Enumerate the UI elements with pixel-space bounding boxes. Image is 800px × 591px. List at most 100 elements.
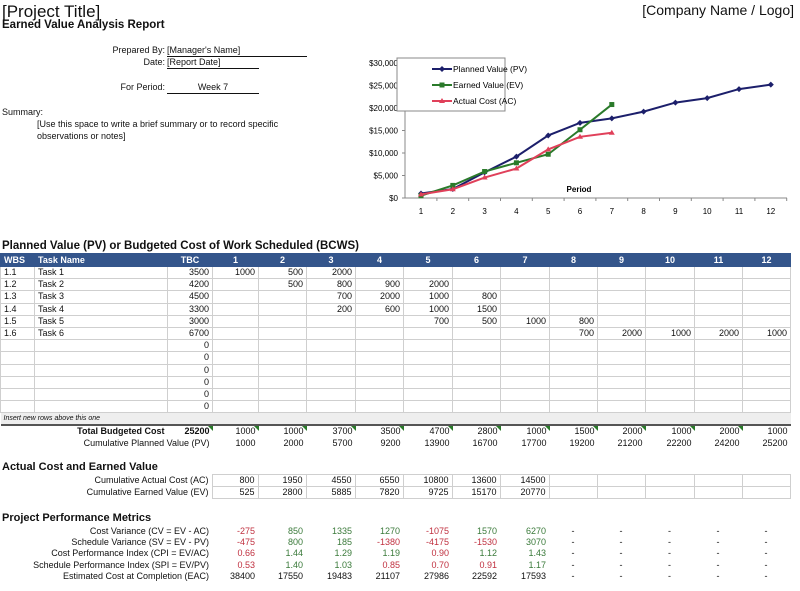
period-2-cell[interactable]: 2800: [257, 486, 307, 500]
task-name-cell[interactable]: Task 4: [34, 302, 168, 316]
period-6-cell[interactable]: [452, 278, 501, 292]
period-11-cell[interactable]: [694, 387, 743, 402]
period-6-cell[interactable]: [452, 387, 501, 402]
period-8-cell[interactable]: [549, 375, 598, 389]
period-11-cell[interactable]: [694, 265, 743, 280]
period-1-cell[interactable]: [212, 326, 259, 341]
period-9-cell[interactable]: [597, 375, 646, 389]
period-4-cell[interactable]: 6550: [354, 473, 404, 488]
period-3-cell[interactable]: [306, 375, 356, 389]
period-11-cell[interactable]: [694, 375, 743, 389]
period-3-cell[interactable]: 4550: [305, 473, 356, 488]
period-5-cell[interactable]: [403, 265, 453, 280]
tbc-cell[interactable]: 3300: [167, 302, 213, 316]
period-7-cell[interactable]: [500, 265, 550, 280]
period-9-cell[interactable]: [597, 278, 646, 292]
period-8-cell[interactable]: 700: [549, 326, 598, 341]
period-5-cell[interactable]: 9725: [402, 486, 453, 500]
tbc-cell[interactable]: 0: [167, 375, 213, 389]
period-11-cell[interactable]: [693, 486, 743, 500]
period-6-cell[interactable]: 13600: [451, 473, 501, 488]
period-12-cell[interactable]: [741, 473, 791, 488]
wbs-cell[interactable]: 1.1: [0, 265, 35, 280]
period-2-cell[interactable]: 500: [258, 265, 307, 280]
period-5-cell[interactable]: [403, 363, 453, 377]
task-name-cell[interactable]: [34, 375, 168, 389]
period-9-cell[interactable]: [597, 314, 646, 328]
period-11-cell[interactable]: [694, 400, 743, 414]
period-11-cell[interactable]: 2000: [694, 326, 743, 341]
period-8-cell[interactable]: [549, 339, 598, 353]
period-9-cell[interactable]: [597, 387, 646, 402]
period-5-cell[interactable]: 700: [403, 314, 453, 328]
period-9-cell[interactable]: [597, 351, 646, 365]
period-6-cell[interactable]: [452, 400, 501, 414]
date-field[interactable]: [Report Date]: [167, 57, 259, 69]
period-2-cell[interactable]: [258, 290, 307, 304]
period-9-cell[interactable]: [597, 265, 646, 280]
period-8-cell[interactable]: [548, 486, 598, 500]
period-3-cell[interactable]: 800: [306, 278, 356, 292]
task-name-cell[interactable]: Task 1: [34, 265, 168, 280]
period-11-cell[interactable]: [694, 314, 743, 328]
period-5-cell[interactable]: 2000: [403, 278, 453, 292]
summary-text-line1[interactable]: [Use this space to write a brief summary…: [37, 119, 279, 129]
period-5-cell[interactable]: [403, 339, 453, 353]
tbc-cell[interactable]: 3000: [167, 314, 213, 328]
period-5-cell[interactable]: 1000: [403, 302, 453, 316]
period-10-cell[interactable]: [645, 290, 695, 304]
period-10-cell[interactable]: [645, 302, 695, 316]
period-4-cell[interactable]: [355, 375, 404, 389]
task-name-cell[interactable]: Task 2: [34, 278, 168, 292]
period-3-cell[interactable]: [306, 351, 356, 365]
period-9-cell[interactable]: [597, 290, 646, 304]
prepared-by-field[interactable]: [Manager's Name]: [167, 45, 307, 57]
task-name-cell[interactable]: Task 5: [34, 314, 168, 328]
period-8-cell[interactable]: [549, 290, 598, 304]
tbc-cell[interactable]: 0: [167, 400, 213, 414]
period-6-cell[interactable]: [452, 363, 501, 377]
tbc-cell[interactable]: 0: [167, 351, 213, 365]
period-1-cell[interactable]: [212, 278, 259, 292]
period-12-cell[interactable]: [742, 339, 791, 353]
period-6-cell[interactable]: [452, 351, 501, 365]
period-10-cell[interactable]: [645, 400, 695, 414]
period-6-cell[interactable]: 500: [452, 314, 501, 328]
period-3-cell[interactable]: [306, 400, 356, 414]
period-4-cell[interactable]: [355, 400, 404, 414]
period-10-cell[interactable]: [645, 314, 695, 328]
wbs-cell[interactable]: [0, 363, 35, 377]
period-2-cell[interactable]: [258, 375, 307, 389]
period-1-cell[interactable]: [212, 400, 259, 414]
period-7-cell[interactable]: 1000: [500, 314, 550, 328]
period-7-cell[interactable]: [500, 375, 550, 389]
period-4-cell[interactable]: 900: [355, 278, 404, 292]
period-6-cell[interactable]: 1500: [452, 302, 501, 316]
period-4-cell[interactable]: [355, 265, 404, 280]
period-10-cell[interactable]: [645, 339, 695, 353]
period-12-cell[interactable]: [742, 302, 791, 316]
period-9-cell[interactable]: 2000: [597, 326, 646, 341]
period-7-cell[interactable]: [500, 326, 550, 341]
period-1-cell[interactable]: [212, 314, 259, 328]
period-12-cell[interactable]: [742, 375, 791, 389]
period-2-cell[interactable]: 1950: [257, 473, 307, 488]
task-name-cell[interactable]: [34, 400, 168, 414]
period-2-cell[interactable]: [258, 302, 307, 316]
period-3-cell[interactable]: 2000: [306, 265, 356, 280]
period-11-cell[interactable]: [694, 290, 743, 304]
period-7-cell[interactable]: [500, 387, 550, 402]
period-1-cell[interactable]: [212, 339, 259, 353]
period-6-cell[interactable]: 15170: [451, 486, 501, 500]
period-5-cell[interactable]: [403, 387, 453, 402]
period-10-cell[interactable]: [645, 278, 695, 292]
period-10-cell[interactable]: 1000: [645, 326, 695, 341]
wbs-cell[interactable]: [0, 375, 35, 389]
period-9-cell[interactable]: [597, 363, 646, 377]
period-12-cell[interactable]: [742, 400, 791, 414]
period-5-cell[interactable]: [403, 351, 453, 365]
task-name-cell[interactable]: Task 3: [34, 290, 168, 304]
period-3-cell[interactable]: [306, 314, 356, 328]
period-10-cell[interactable]: [644, 486, 695, 500]
task-name-cell[interactable]: [34, 387, 168, 402]
